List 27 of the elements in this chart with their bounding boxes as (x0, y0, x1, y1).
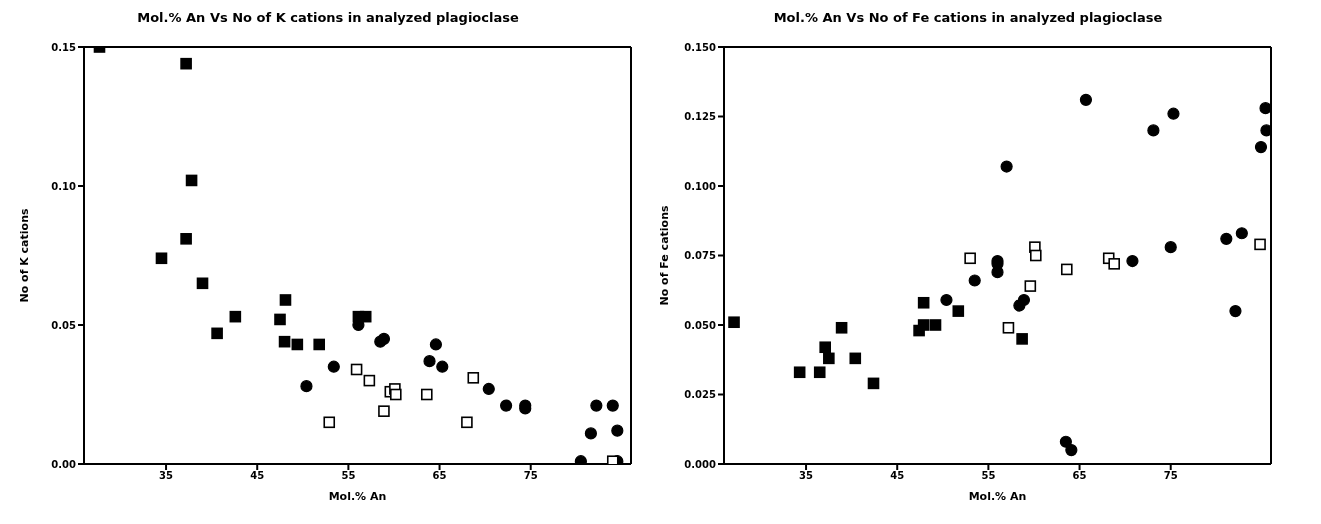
y-tick-label: 0.15 (51, 41, 77, 53)
x-tick-label: 55 (341, 470, 356, 482)
chart-title: Mol.% An Vs No of K cations in analyzed plagioclase (136, 9, 520, 27)
y-tick-label: 0.100 (684, 180, 717, 192)
y-tick-label: 0.050 (684, 319, 717, 331)
y-tick-label: 0.075 (684, 250, 717, 262)
x-tick-label: 55 (981, 470, 996, 482)
chart-title: Mol.% An Vs No of Fe cations in analyzed plagioclase (772, 9, 1164, 27)
y-tick-label: 0.025 (684, 389, 717, 401)
y-tick-label: 0.125 (684, 111, 717, 123)
x-tick-label: 65 (432, 470, 447, 482)
x-tick-label: 35 (799, 470, 814, 482)
x-axis-title: Mol.% An (328, 490, 387, 503)
x-axis-title: Mol.% An (968, 490, 1027, 503)
x-tick-label: 65 (1072, 470, 1087, 482)
y-axis-title: No of K cations (17, 208, 31, 303)
x-tick-label: 75 (1163, 470, 1178, 482)
y-tick-label: 0.150 (684, 41, 717, 53)
y-axis-title: No of Fe cations (657, 205, 671, 306)
y-tick-label: 0.00 (51, 458, 77, 470)
x-tick-label: 75 (523, 470, 538, 482)
y-tick-label: 0.000 (684, 458, 717, 470)
x-tick-label: 45 (250, 470, 265, 482)
y-tick-label: 0.10 (51, 180, 77, 192)
y-tick-label: 0.05 (51, 319, 77, 331)
x-tick-label: 35 (159, 470, 174, 482)
x-tick-label: 45 (890, 470, 905, 482)
